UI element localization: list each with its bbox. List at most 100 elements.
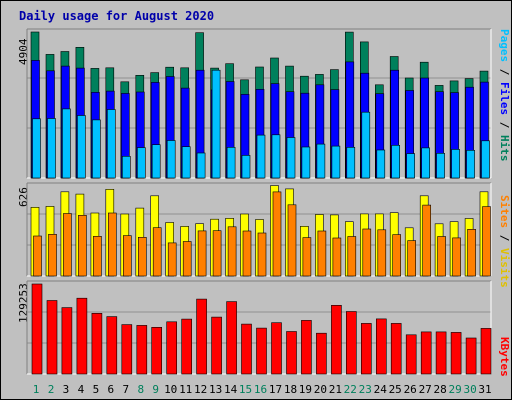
- chart-title: Daily usage for August 2020: [19, 9, 215, 23]
- sites-bar: [123, 235, 132, 277]
- pages-bar: [451, 149, 460, 179]
- x-tick-label: 20: [313, 383, 328, 396]
- pages-bar: [481, 140, 490, 179]
- sites-bar: [302, 237, 312, 277]
- kbytes-bar: [450, 332, 462, 375]
- sites-bar: [212, 230, 222, 277]
- pages-bar: [406, 153, 416, 179]
- sites-bar: [332, 237, 342, 277]
- x-tick-label: 4: [77, 383, 85, 396]
- kbytes-bar: [31, 283, 43, 375]
- sites-bar: [182, 241, 192, 277]
- x-tick-label: 8: [137, 383, 145, 396]
- x-tick-label: 25: [388, 383, 402, 396]
- sites-bar: [33, 235, 42, 277]
- kbytes-bar: [136, 325, 148, 375]
- kbytes-bar: [106, 316, 118, 375]
- kbytes-bar: [256, 327, 267, 375]
- sites-bar: [167, 242, 177, 277]
- x-tick-label: 29: [448, 383, 462, 396]
- pages-bar: [301, 146, 311, 179]
- pages-bar: [32, 118, 41, 179]
- pages-bar: [62, 108, 71, 179]
- sites-bar: [407, 240, 417, 277]
- pages-bar: [376, 149, 386, 179]
- kbytes-bar: [480, 328, 492, 375]
- x-tick-label: 5: [92, 383, 100, 396]
- kbytes-bar: [286, 331, 297, 375]
- x-tick-label: 6: [107, 383, 115, 396]
- kbytes-bar: [241, 323, 252, 375]
- x-tick-label: 12: [193, 383, 208, 396]
- kbytes-bar: [46, 300, 58, 375]
- sites-bar: [138, 237, 147, 277]
- sites-bar: [272, 191, 282, 277]
- x-tick-label: 28: [433, 383, 447, 396]
- kbytes-bar: [405, 334, 417, 375]
- sites-bar: [362, 228, 372, 277]
- kbytes-bar: [316, 332, 327, 375]
- kbytes-bar: [166, 321, 177, 375]
- kbytes-bar: [331, 304, 342, 375]
- x-tick-label: 1: [32, 383, 40, 396]
- sites-bar: [467, 229, 476, 277]
- pages-bar: [241, 155, 251, 179]
- pages-bar: [361, 111, 371, 179]
- sites-bar: [227, 226, 237, 277]
- pages-bar: [122, 156, 131, 179]
- x-tick-label: 21: [328, 383, 343, 396]
- pages-bar: [181, 146, 191, 179]
- kbytes-bar: [226, 301, 237, 375]
- sites-bar: [482, 206, 491, 277]
- sites-bar: [93, 236, 102, 277]
- x-tick-label: 27: [418, 383, 432, 396]
- x-tick-label: 16: [253, 383, 268, 396]
- pages-bar: [466, 150, 475, 179]
- x-tick-label: 15: [238, 383, 253, 396]
- sites-bar: [78, 215, 87, 277]
- pages-bar: [391, 145, 401, 179]
- x-tick-label: 30: [463, 383, 477, 396]
- kbytes-bar: [181, 318, 192, 375]
- kbytes-bar: [375, 318, 387, 375]
- x-tick-label: 11: [179, 383, 193, 396]
- sites-bar: [377, 229, 387, 277]
- pages-bar: [137, 147, 146, 179]
- pages-bar: [331, 145, 341, 179]
- x-tick-label: 14: [223, 383, 238, 396]
- x-tick-label: 7: [122, 383, 130, 396]
- pages-bar: [316, 143, 326, 179]
- x-tick-label: 23: [358, 383, 372, 396]
- x-tick-label: 17: [268, 383, 283, 396]
- sites-bar: [63, 213, 72, 277]
- x-tick-label: 26: [403, 383, 417, 396]
- kbytes-bar: [121, 324, 133, 375]
- x-tick-label: 3: [62, 383, 70, 396]
- sites-bar: [257, 232, 267, 277]
- sites-bar: [108, 212, 117, 277]
- kbytes-bar: [151, 326, 162, 375]
- sites-bar: [422, 204, 432, 277]
- kbytes-bar: [435, 331, 447, 375]
- pages-bar: [271, 134, 281, 179]
- kbytes-bar: [211, 316, 222, 375]
- kbytes-bar: [271, 322, 282, 375]
- sites-bar: [437, 236, 446, 277]
- sites-bar: [392, 234, 402, 277]
- kbytes-bar: [91, 312, 103, 375]
- sites-bar: [48, 234, 57, 277]
- pages-bar: [77, 115, 86, 179]
- x-tick-label: 22: [343, 383, 357, 396]
- x-tick-label: 13: [208, 383, 223, 396]
- pages-bar: [92, 119, 101, 179]
- kbytes-bar: [345, 311, 357, 375]
- pages-bar: [107, 109, 116, 179]
- pages-bar: [286, 137, 296, 179]
- pages-bar: [47, 118, 56, 179]
- x-tick-label: 10: [164, 383, 178, 396]
- kbytes-bar: [420, 331, 432, 375]
- kbytes-bar: [465, 337, 477, 375]
- sites-bar: [197, 230, 207, 277]
